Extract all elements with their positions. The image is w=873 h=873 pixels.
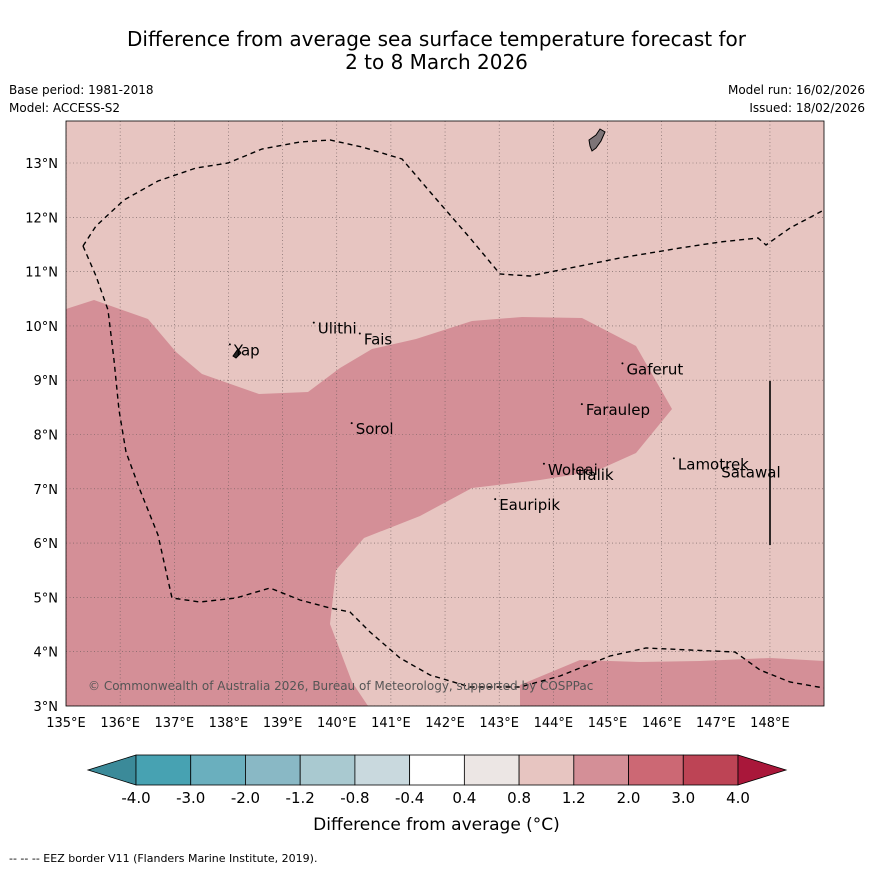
place-marker (542, 462, 545, 465)
colorbar-extend-low (86, 754, 137, 786)
colorbar-segment (409, 754, 465, 786)
model-run: Model run: 16/02/2026 (727, 83, 865, 97)
colorbar-tick-label: 0.4 (452, 789, 476, 807)
lat-tick-label: 4°N (34, 646, 59, 661)
lon-tick-label: 147°E (696, 716, 736, 731)
longitude-tick-labels: 135°E 136°E 137°E 138°E 139°E 140°E 141°E 142°E… (46, 716, 789, 731)
lon-tick-label: 143°E (479, 716, 519, 731)
place-marker (358, 332, 361, 335)
place-label: Ulithi (318, 320, 357, 338)
lat-tick-label: 5°N (34, 591, 59, 606)
meta-left: Base period: 1981-2018 Model: ACCESS-S2 (9, 81, 154, 117)
place-label: Lamotrek (678, 455, 749, 473)
lat-tick-label: 12°N (25, 211, 58, 226)
anomaly-region-warm-south (520, 658, 824, 706)
latitude-tick-labels: 3°N 4°N 5°N 6°N 7°N 8°N 9°N 10°N 11°N 12°N 13°N (25, 157, 58, 715)
lon-tick-label: 141°E (371, 716, 411, 731)
colorbar-tick-label: -2.0 (231, 789, 260, 807)
title-line-1: Difference from average sea surface temp… (126, 27, 746, 51)
colorbar-extend-high (737, 754, 788, 786)
place-marker (312, 321, 315, 324)
place-label: Fais (364, 330, 393, 348)
lon-tick-label: 140°E (317, 716, 357, 731)
place-label: Yap (233, 341, 260, 359)
colorbar-segment (573, 754, 629, 786)
place-label: Gaferut (626, 360, 683, 378)
map-frame-content: © Commonwealth of Australia 2026, Bureau… (66, 121, 824, 706)
colorbar (86, 754, 788, 786)
place-label: Faraulep (586, 401, 650, 419)
lon-tick-label: 137°E (155, 716, 195, 731)
map-border (65, 120, 825, 707)
place-marker (228, 343, 231, 346)
eez-legend-note: -- -- -- EEZ border V11 (Flanders Marine… (9, 852, 318, 865)
island-yap (232, 348, 242, 359)
colorbar-segment (518, 754, 575, 786)
model-name: Model: ACCESS-S2 (9, 101, 121, 115)
copyright-notice: © Commonwealth of Australia 2026, Bureau… (88, 679, 593, 693)
colorbar-tick-label: -0.4 (395, 789, 424, 807)
colorbar-segment (190, 754, 246, 786)
colorbar-segment (628, 754, 684, 786)
colorbar-tick-label: -4.0 (121, 789, 150, 807)
meta-right: Model run: 16/02/2026 Issued: 18/02/2026 (728, 81, 865, 117)
place-label: Ifalik (578, 466, 614, 484)
colorbar-segment (354, 754, 411, 786)
title-line-2: 2 to 8 March 2026 (345, 50, 528, 74)
lat-tick-label: 3°N (34, 700, 59, 715)
graticule (66, 121, 824, 706)
lat-tick-label: 8°N (34, 429, 59, 444)
colorbar-segment (463, 754, 520, 786)
lon-tick-label: 148°E (750, 716, 790, 731)
lon-tick-label: 139°E (263, 716, 303, 731)
place-marker (672, 457, 675, 460)
place-label: Woleai (548, 461, 598, 479)
lon-tick-label: 144°E (534, 716, 574, 731)
place-marker (580, 403, 583, 406)
lon-tick-label: 136°E (100, 716, 140, 731)
place-marker (350, 422, 353, 425)
lon-tick-label: 146°E (642, 716, 682, 731)
place-label: Sorol (356, 420, 394, 438)
place-marker (621, 362, 624, 365)
lat-tick-label: 6°N (34, 537, 59, 552)
colorbar-tick-label: 3.0 (671, 789, 695, 807)
colorbar-labels: -4.0 -3.0 -2.0 -1.2 -0.8 -0.4 0.4 0.8 1.2 2.0 3.0 4… (121, 789, 750, 807)
lat-tick-label: 10°N (25, 320, 58, 335)
lon-tick-label: 135°E (46, 716, 86, 731)
lat-tick-label: 13°N (25, 157, 58, 172)
anomaly-region-warm-west (66, 300, 672, 706)
lat-tick-label: 11°N (25, 266, 58, 281)
base-period: Base period: 1981-2018 (9, 83, 154, 97)
colorbar-tick-label: 2.0 (617, 789, 641, 807)
lon-tick-label: 142°E (425, 716, 465, 731)
eez-border-north (82, 139, 824, 277)
colorbar-tick-label: -1.2 (286, 789, 315, 807)
colorbar-title: Difference from average (°C) (313, 815, 560, 835)
eez-border-west (82, 245, 824, 689)
colorbar-tick-label: -0.8 (340, 789, 369, 807)
place-label: Satawal (721, 464, 780, 482)
issued-date: Issued: 18/02/2026 (749, 101, 865, 115)
colorbar-tick-label: -3.0 (176, 789, 205, 807)
lon-tick-label: 145°E (588, 716, 628, 731)
island-guam (588, 128, 606, 152)
colorbar-tick-label: 4.0 (726, 789, 750, 807)
place-marker (572, 468, 575, 471)
colorbar-segment (245, 754, 301, 786)
colorbar-segment (682, 754, 739, 786)
lat-tick-label: 7°N (34, 483, 59, 498)
lat-tick-label: 9°N (34, 374, 59, 389)
place-marker (494, 498, 497, 501)
place-labels: Yap Ulithi Fais Sorol Gaferut Faraulep WoleaiI… (228, 320, 781, 514)
colorbar-tick-label: 1.2 (562, 789, 586, 807)
place-label: Eauripik (499, 496, 560, 514)
colorbar-tick-label: 0.8 (507, 789, 531, 807)
map-title: Difference from average sea surface temp… (0, 28, 873, 74)
colorbar-segment (299, 754, 356, 786)
colorbar-segment (135, 754, 192, 786)
lon-tick-label: 138°E (209, 716, 249, 731)
place-marker (716, 465, 719, 468)
